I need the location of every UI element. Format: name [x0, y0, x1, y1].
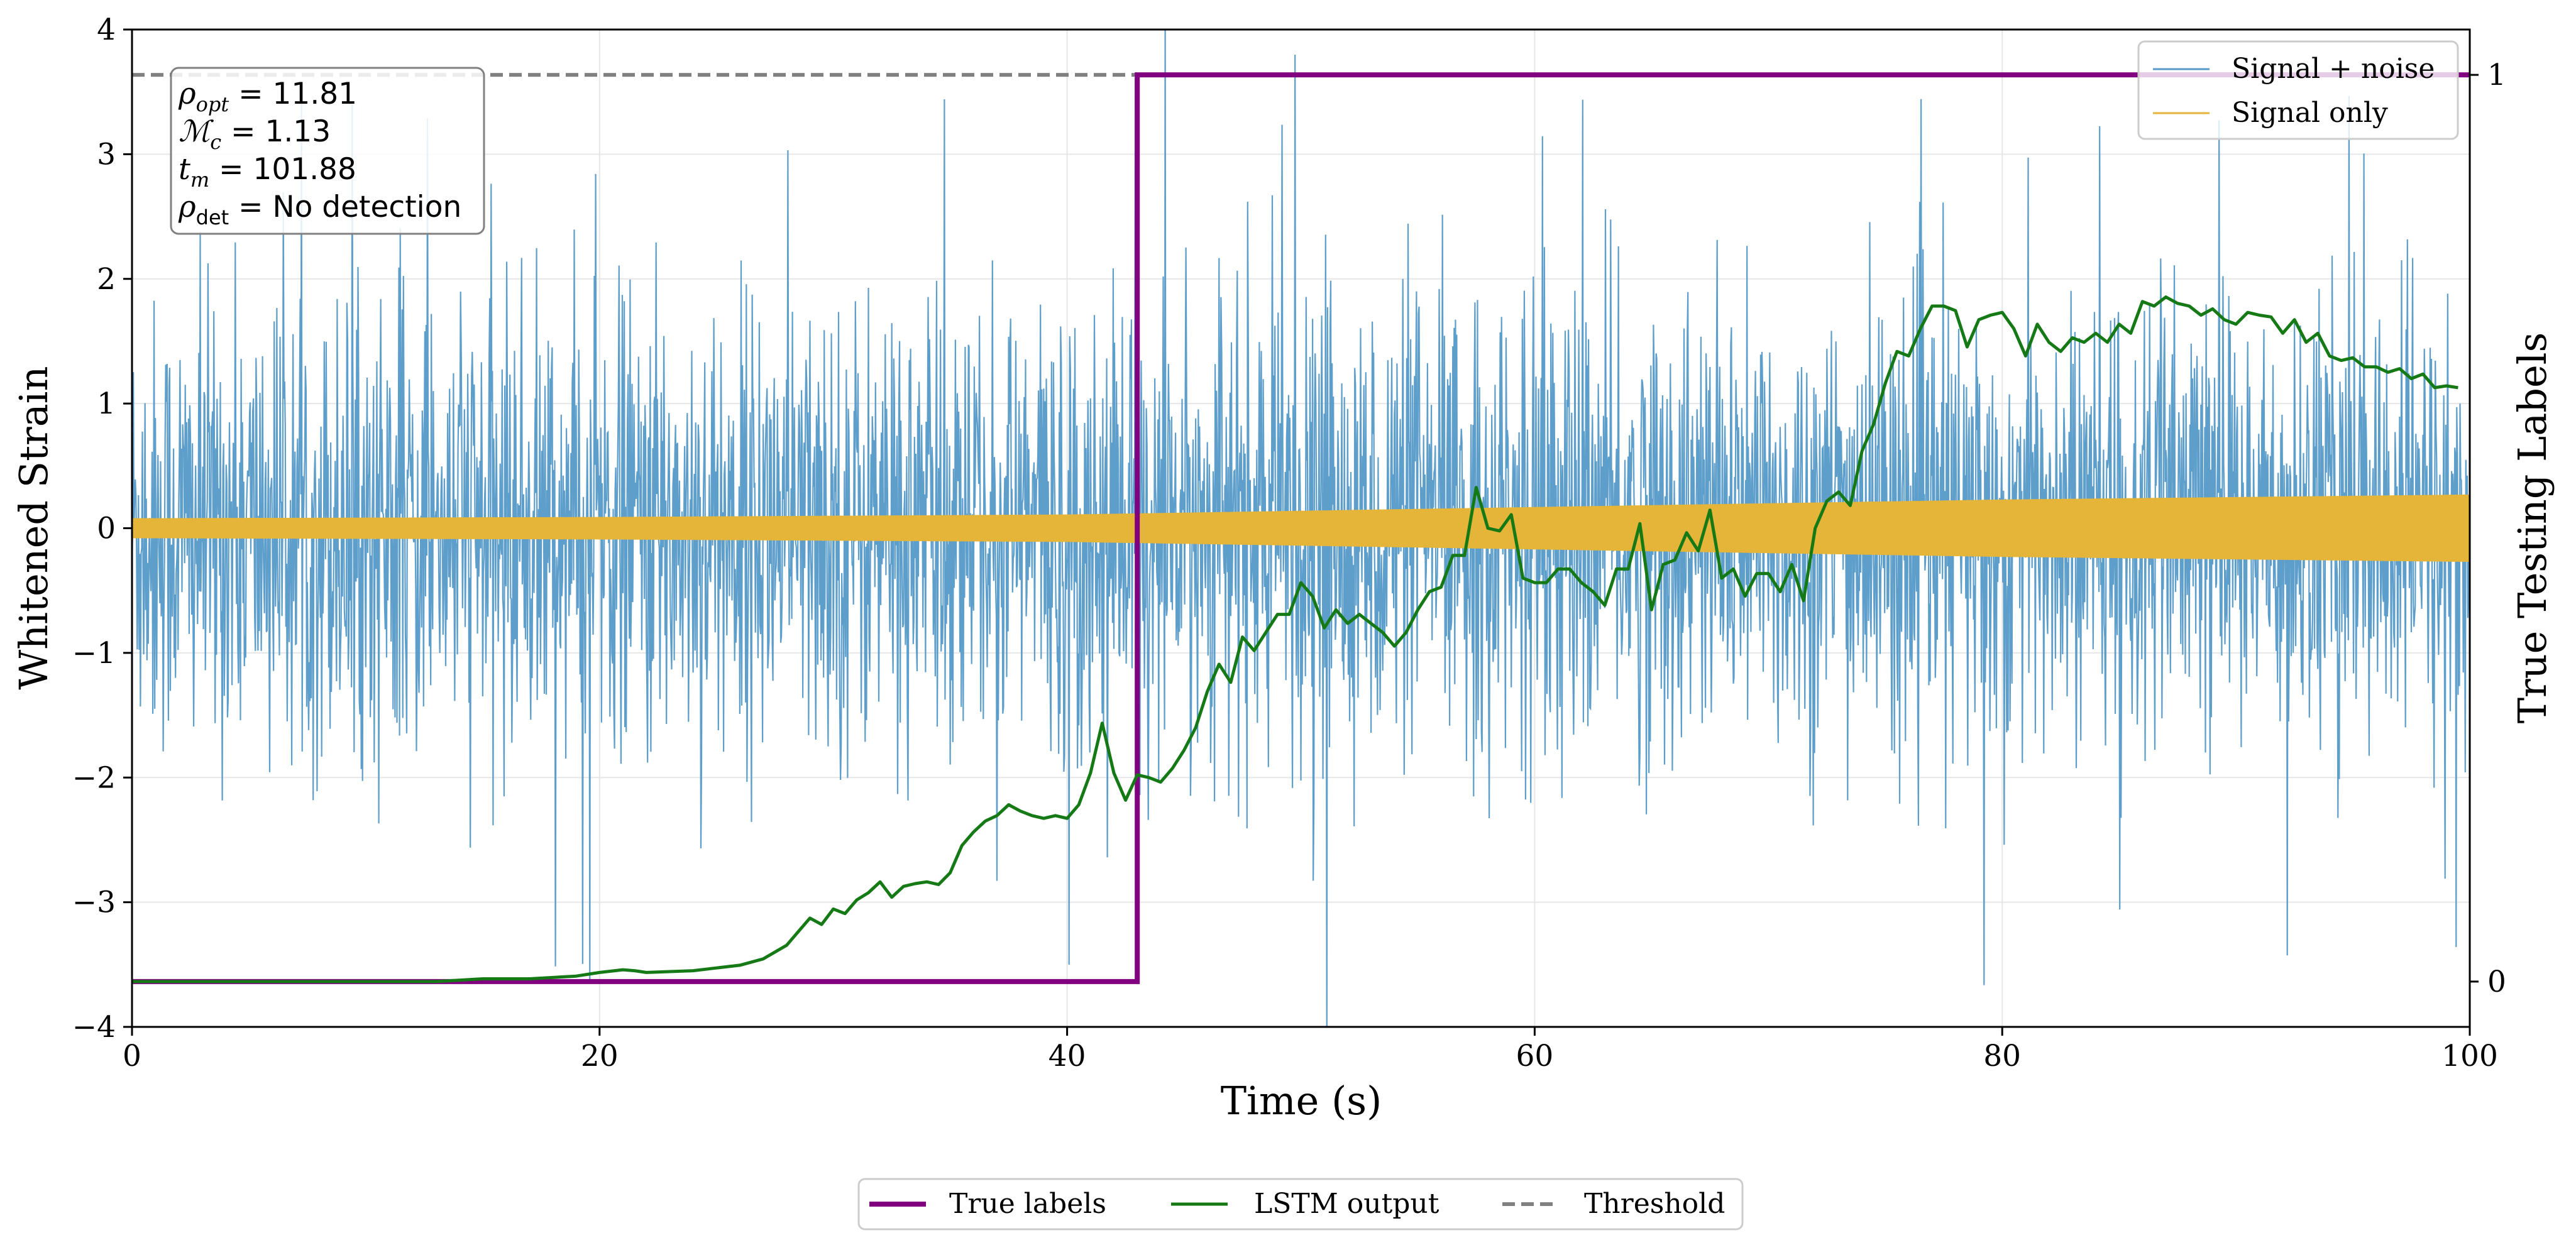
- y-tick-label-4: 4: [97, 13, 116, 47]
- x-tick-label-20: 20: [581, 1039, 619, 1073]
- legend-upper-frame: [2137, 40, 2459, 140]
- legend-label-true-labels: True labels: [949, 1188, 1106, 1220]
- legend-upper: Signal + noise Signal only: [2137, 40, 2459, 140]
- info-rho-det: No detection: [272, 190, 461, 224]
- legend-lower: True labels LSTM output Threshold: [857, 1178, 1744, 1231]
- y-tick-label-2: 2: [97, 262, 116, 297]
- x-tick-label-40: 40: [1049, 1039, 1086, 1073]
- info-rho-opt: 11.81: [273, 77, 358, 111]
- y-tick-label-3: 3: [97, 137, 116, 172]
- info-box-frame: [170, 67, 485, 235]
- svg-text:tm = 101.88: tm = 101.88: [179, 152, 356, 192]
- series-line-true-labels: [132, 72, 2470, 984]
- x-tick-label-0: 0: [123, 1039, 141, 1073]
- y-tick-label--3: −3: [72, 885, 116, 920]
- svg-text:ℳc = 1.13: ℳc = 1.13: [179, 114, 331, 154]
- series-line-signal-only: [132, 494, 2470, 562]
- y-tick-label--2: −2: [72, 760, 116, 795]
- x-axis-label: Time (s): [1221, 1078, 1382, 1124]
- info-chirp-mass: 1.13: [265, 114, 331, 149]
- y-tick-label-0: 0: [97, 512, 116, 546]
- signal-only-series: [132, 494, 2470, 562]
- y-tick-label--4: −4: [72, 1010, 116, 1044]
- info-box: ρopt = 11.81 ℳc = 1.13 tm = 101.88 ρdet …: [170, 67, 485, 235]
- legend-label-threshold: Threshold: [1584, 1188, 1725, 1220]
- y-right-tick-label-0: 0: [2487, 965, 2506, 999]
- x-tick-label-100: 100: [2441, 1039, 2498, 1073]
- x-tick-label-80: 80: [1983, 1039, 2021, 1073]
- x-axis: 0 20 40 60 80 100: [123, 1027, 2498, 1073]
- svg-text:ρdet = No detection: ρdet = No detection: [178, 190, 461, 229]
- legend-label-signal-only: Signal only: [2232, 97, 2388, 129]
- series-line-lstm-output: [132, 295, 2458, 984]
- y-axis-left: −4 −3 −2 −1 0 1 2 3 4: [72, 13, 132, 1044]
- lstm-output-series: [132, 295, 2458, 984]
- legend-label-lstm-output: LSTM output: [1254, 1188, 1439, 1220]
- true-labels-series: [132, 72, 2470, 984]
- y-axis-right: 01: [2470, 58, 2506, 999]
- y-right-tick-label-1: 1: [2487, 58, 2506, 92]
- info-merger-time: 101.88: [253, 152, 356, 187]
- svg-text:ρopt = 11.81: ρopt = 11.81: [178, 77, 357, 116]
- y-axis-label-left: Whitened Strain: [11, 366, 57, 690]
- y-tick-label-1: 1: [97, 387, 116, 421]
- y-axis-label-right: True Testing Labels: [2509, 332, 2555, 724]
- legend-label-signal-plus-noise: Signal + noise: [2232, 53, 2435, 85]
- y-tick-label--1: −1: [72, 636, 116, 671]
- x-tick-label-60: 60: [1516, 1039, 1553, 1073]
- legend-lower-frame: [857, 1178, 1744, 1231]
